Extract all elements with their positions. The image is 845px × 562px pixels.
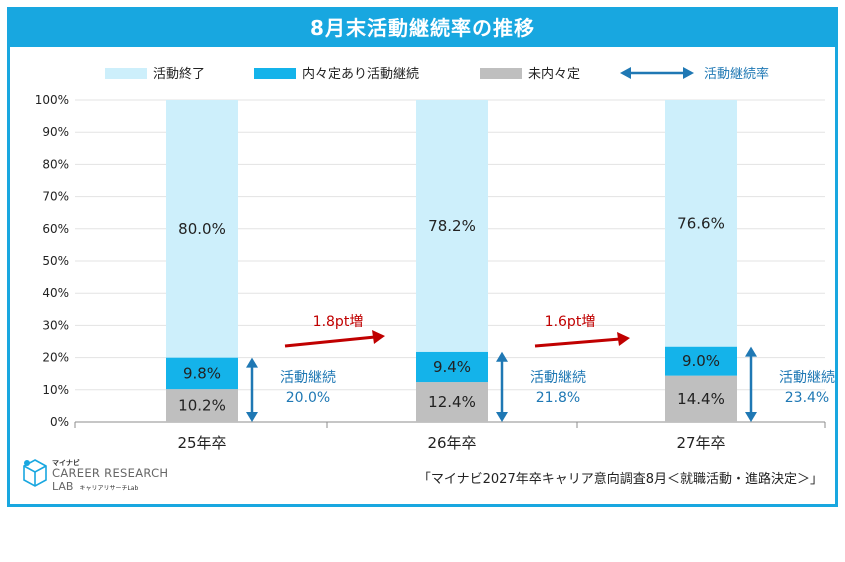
data-label: 12.4% [428, 393, 476, 411]
category-label: 27年卒 [676, 434, 725, 452]
logo-main-text: CAREER RESEARCH [52, 466, 169, 480]
increase-arrow-line [534, 337, 621, 348]
legend-ended-swatch [105, 68, 147, 79]
data-label: 10.2% [178, 397, 226, 415]
continuation-arrow-down [246, 412, 258, 422]
continuation-label: 活動継続 [280, 369, 336, 386]
data-label: 9.8% [183, 364, 221, 382]
legend-rate-label: 活動継続率 [704, 66, 769, 82]
bar-continuing [166, 357, 238, 390]
y-tick-label: 90% [42, 125, 69, 139]
cube-logo-icon [23, 459, 47, 487]
bar-no-offer [665, 375, 737, 422]
legend-continuing-swatch [254, 68, 296, 79]
continuation-label: 活動継続 [530, 369, 586, 386]
legend-no-offer-label: 未内々定 [528, 66, 580, 82]
legend-ended-label: 活動終了 [153, 66, 205, 82]
increase-arrow-head [372, 330, 385, 344]
bar-ended [166, 100, 238, 358]
y-tick-label: 60% [42, 222, 69, 236]
y-tick-label: 10% [42, 383, 69, 397]
increase-label: 1.6pt増 [545, 314, 596, 330]
bar-continuing [416, 351, 488, 383]
logo-brand: マイナビ [52, 459, 80, 467]
continuation-arrow-up [745, 346, 757, 357]
continuation-value: 23.4% [785, 390, 829, 406]
legend-no-offer-swatch [480, 68, 522, 79]
increase-label: 1.8pt増 [313, 314, 364, 330]
legend-rate-arrow-left [620, 67, 631, 79]
continuation-arrow-up [496, 351, 508, 362]
continuation-label: 活動継続 [779, 369, 835, 386]
chart-title: 8月末活動継続率の推移 [10, 10, 835, 47]
data-label: 14.4% [677, 390, 725, 408]
data-label: 9.4% [433, 358, 471, 376]
career-research-lab-logo: マイナビ CAREER RESEARCH LAB キャリアリサーチLab [22, 458, 182, 494]
continuation-arrow-down [745, 412, 757, 422]
y-tick-label: 70% [42, 190, 69, 204]
increase-arrow-head [617, 332, 630, 346]
data-label: 9.0% [682, 352, 720, 370]
y-tick-label: 50% [42, 254, 69, 268]
source-note: 「マイナビ2027年卒キャリア意向調査8月＜就職活動・進路決定＞」 [417, 472, 823, 487]
bar-no-offer [416, 382, 488, 422]
bar-continuing [665, 346, 737, 376]
category-label: 25年卒 [177, 434, 226, 452]
category-label: 26年卒 [427, 434, 476, 452]
logo-sub-jp: キャリアリサーチLab [79, 485, 139, 492]
continuation-arrow-down [496, 412, 508, 422]
continuation-value: 21.8% [536, 390, 580, 406]
data-label: 78.2% [428, 217, 476, 235]
continuation-arrow-up [246, 357, 258, 368]
y-tick-label: 40% [42, 286, 69, 300]
logo-sub-text: LAB キャリアリサーチLab [52, 480, 138, 493]
legend-continuing-label: 内々定あり活動継続 [302, 66, 419, 82]
y-tick-label: 30% [42, 318, 69, 332]
logo-lab: LAB [52, 480, 74, 493]
continuation-value: 20.0% [286, 390, 330, 406]
y-tick-label: 0% [50, 415, 69, 429]
bar-ended [665, 100, 737, 347]
y-tick-label: 80% [42, 157, 69, 171]
y-tick-label: 100% [35, 93, 69, 107]
increase-arrow-line [284, 335, 376, 348]
data-label: 76.6% [677, 214, 725, 232]
bar-no-offer [166, 389, 238, 422]
data-label: 80.0% [178, 220, 226, 238]
y-tick-label: 20% [42, 351, 69, 365]
legend-rate-arrow-right [683, 67, 694, 79]
bar-ended [416, 100, 488, 352]
